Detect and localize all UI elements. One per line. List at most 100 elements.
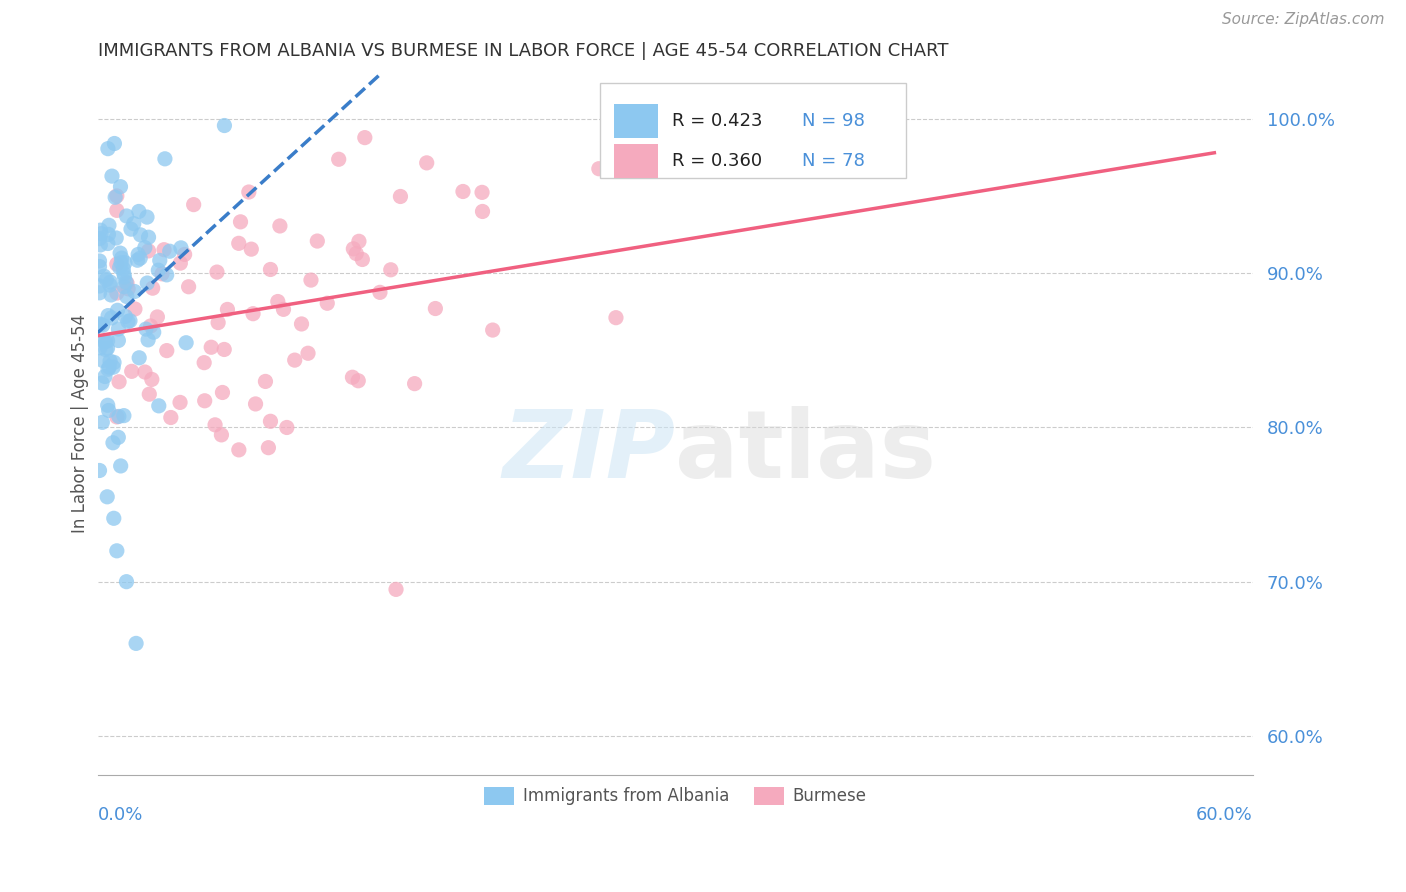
Point [107,322,129,336]
Point [108,260,131,275]
Point [160,410,183,425]
Point [136,276,159,290]
Point [267,294,290,309]
Text: N = 98: N = 98 [803,112,865,130]
Point [108,375,131,389]
Point [89,238,111,252]
FancyBboxPatch shape [600,83,907,178]
Point [114,310,136,324]
Point [115,209,138,223]
Point [122,217,145,231]
Point [93,334,115,349]
Point [101,360,124,375]
Text: IMMIGRANTS FROM ALBANIA VS BURMESE IN LABOR FORCE | AGE 45-54 CORRELATION CHART: IMMIGRANTS FROM ALBANIA VS BURMESE IN LA… [97,42,948,60]
Point [211,385,233,400]
Point [259,414,281,428]
Point [148,263,170,277]
Point [217,302,239,317]
Point [148,399,170,413]
Point [177,279,200,293]
Bar [614,104,658,137]
Point [89,254,111,268]
Point [94,343,117,357]
Text: R = 0.360: R = 0.360 [672,152,762,169]
Point [107,430,129,444]
Point [183,197,205,211]
Point [138,230,160,244]
Point [91,318,114,333]
Point [194,393,217,408]
Point [228,236,250,251]
Point [142,325,165,339]
Point [97,219,120,233]
Point [297,346,319,360]
Point [107,303,129,318]
Y-axis label: In Labor Force | Age 45-54: In Labor Force | Age 45-54 [72,314,89,533]
Point [347,374,370,388]
Point [385,582,408,597]
Point [228,442,250,457]
Point [207,316,229,330]
Point [129,227,152,242]
Point [115,289,138,303]
Point [89,232,111,246]
Point [299,273,322,287]
Point [105,189,128,203]
Point [214,119,236,133]
Point [141,372,163,386]
Point [404,376,426,391]
Point [150,267,173,281]
Point [115,276,138,290]
Point [209,428,232,442]
Point [105,409,128,424]
Point [245,397,267,411]
Point [169,395,191,409]
Point [139,318,162,333]
Point [97,142,120,156]
Point [89,260,111,274]
Point [108,409,131,424]
Point [89,318,111,332]
Text: Source: ZipAtlas.com: Source: ZipAtlas.com [1222,12,1385,27]
Point [101,169,124,183]
Point [114,269,136,284]
Legend: Immigrants from Albania, Burmese: Immigrants from Albania, Burmese [478,780,873,812]
Point [103,136,125,151]
Point [276,420,298,434]
Point [156,343,179,358]
Point [97,334,120,348]
Point [242,307,264,321]
Point [124,285,146,299]
Point [105,231,128,245]
Point [153,152,176,166]
Point [100,310,122,325]
Text: 60.0%: 60.0% [1197,806,1253,824]
Point [605,310,627,325]
Point [105,286,128,301]
Point [114,255,136,269]
Point [91,415,114,429]
Point [91,376,114,390]
Point [110,256,132,270]
Point [97,398,120,412]
Point [284,353,307,368]
Point [90,227,112,241]
Point [380,262,402,277]
Point [96,341,118,355]
Point [149,253,172,268]
Point [353,130,375,145]
Point [352,252,374,267]
Point [240,242,263,256]
Point [94,369,117,384]
Point [344,246,367,260]
Point [97,236,120,251]
Point [112,279,135,293]
Point [173,247,195,261]
Point [259,262,281,277]
Point [134,365,156,379]
Point [115,574,138,589]
Point [307,234,329,248]
Point [136,210,159,224]
Point [347,235,370,249]
Text: atlas: atlas [675,406,936,498]
